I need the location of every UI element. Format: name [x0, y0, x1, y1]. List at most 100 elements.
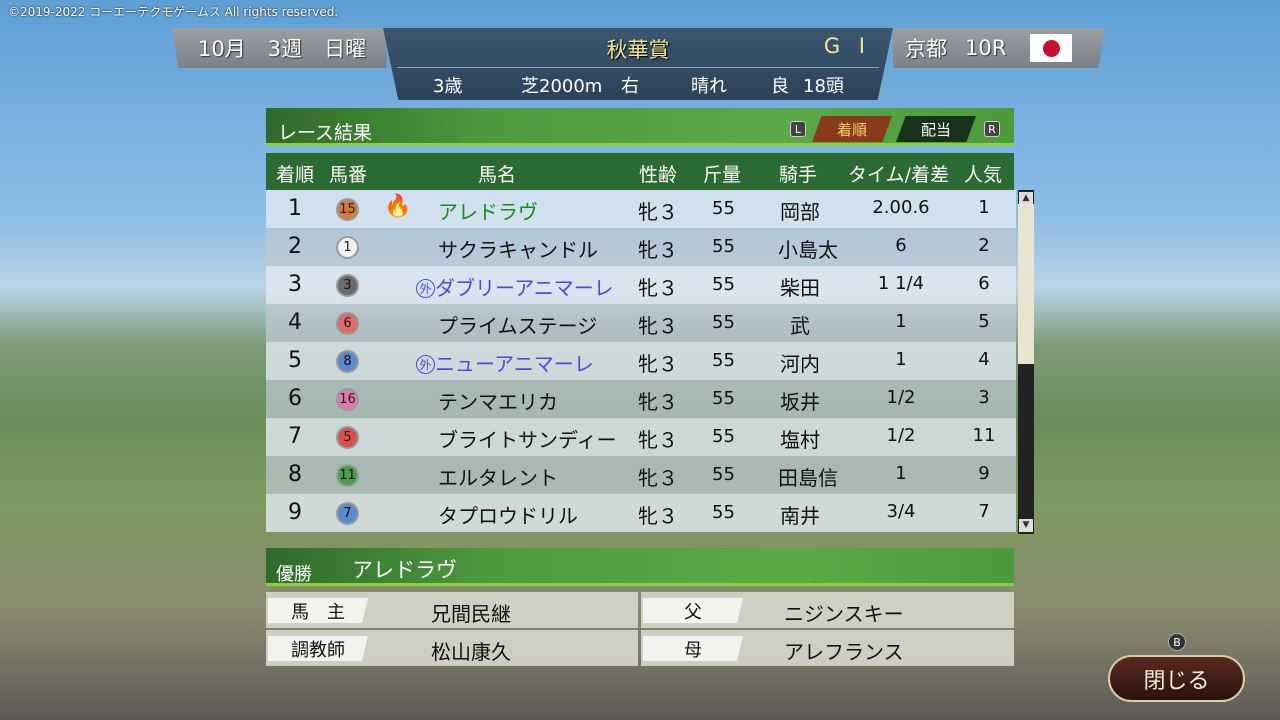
fire-icon: 🔥	[384, 194, 412, 219]
time-margin: 1/2	[886, 425, 916, 446]
table-row[interactable]: 1 15 🔥 アレドラヴ 牝３ 55 岡部 2.00.6 1	[266, 190, 1016, 228]
trainer-label: 調教師	[268, 636, 368, 661]
table-row[interactable]: 9 7 タプロウドリル 牝３ 55 南井 3/4 7	[266, 494, 1016, 532]
tab-finish-order[interactable]: 着順	[812, 116, 892, 142]
horse-name: サクラキャンドル	[438, 238, 598, 262]
weight: 55	[712, 312, 735, 333]
sire-label: 父	[643, 598, 743, 623]
time-margin: 3/4	[886, 501, 916, 522]
time-margin: 1	[895, 463, 907, 484]
sex-age: 牝３	[638, 352, 678, 376]
winner-name: アレドラヴ	[352, 558, 457, 582]
jockey: 小島太	[778, 238, 838, 262]
time-margin: 1	[895, 311, 907, 332]
scroll-up-icon[interactable]: ▲	[1019, 192, 1033, 205]
copyright: ©2019-2022 コーエーテクモゲームス All rights reserv…	[8, 5, 339, 19]
race-name: 秋華賞	[606, 38, 670, 62]
popularity: 11	[972, 425, 996, 446]
time-margin: 2.00.6	[872, 197, 930, 218]
horse-number-badge: 6	[336, 312, 359, 335]
l-key-icon: L	[790, 121, 806, 137]
weight: 55	[712, 236, 735, 257]
finish-position: 3	[288, 272, 302, 297]
col-jockey: 騎手	[779, 164, 818, 186]
foreign-mark-icon: 外	[416, 355, 435, 374]
race-grade: G I	[823, 34, 871, 58]
month: 10月	[198, 37, 246, 61]
weight: 55	[712, 464, 735, 485]
winner-label: 優勝	[276, 564, 312, 585]
jockey: 武	[790, 314, 810, 338]
popularity: 3	[978, 387, 990, 408]
tab-payout[interactable]: 配当	[896, 116, 976, 142]
sex-age: 牝３	[638, 390, 678, 414]
table-row[interactable]: 7 5 ブライトサンディー 牝３ 55 塩村 1/2 11	[266, 418, 1016, 456]
finish-position: 9	[288, 500, 302, 525]
race-surface: 芝2000m	[521, 76, 603, 97]
course: 京都	[905, 37, 947, 61]
tab-label: 着順	[836, 120, 867, 139]
popularity: 4	[978, 349, 990, 370]
jockey: 塩村	[780, 428, 820, 452]
race-direction: 右	[621, 76, 639, 97]
scroll-thumb[interactable]	[1018, 204, 1034, 364]
sex-age: 牝３	[638, 314, 678, 338]
finish-position: 5	[288, 348, 302, 373]
table-header: 着順 馬番 馬名 性齢 斤量 騎手 タイム/着差 人気	[266, 153, 1014, 190]
table-row[interactable]: 8 11 エルタレント 牝３ 55 田島信 1 9	[266, 456, 1016, 494]
sex-age: 牝３	[638, 466, 678, 490]
horse-number-badge: 15	[336, 198, 359, 221]
weight: 55	[712, 426, 735, 447]
divider	[397, 67, 879, 68]
sex-age: 牝３	[638, 200, 678, 224]
jockey: 南井	[780, 504, 820, 528]
owner-row: 馬 主 兄間民継	[266, 592, 638, 628]
jockey: 柴田	[780, 276, 820, 300]
race-info: 秋華賞 G I 3歳 芝2000m 右 晴れ 良 18頭	[383, 28, 893, 100]
horse-name: テンマエリカ	[438, 390, 558, 414]
horse-name: プライムステージ	[438, 314, 598, 338]
close-button[interactable]: 閉じる	[1108, 655, 1245, 702]
time-margin: 1 1/4	[877, 273, 925, 294]
finish-position: 1	[288, 196, 302, 221]
col-pop: 人気	[964, 164, 1003, 186]
tab-label: 配当	[920, 120, 951, 139]
table-row[interactable]: 6 16 テンマエリカ 牝３ 55 坂井 1/2 3	[266, 380, 1016, 418]
table-row[interactable]: 3 3 外ダブリーアニマーレ 牝３ 55 柴田 1 1/4 6	[266, 266, 1016, 304]
popularity: 1	[978, 197, 990, 218]
scroll-down-icon[interactable]: ▼	[1019, 519, 1033, 532]
results-header: レース結果 L 着順 配当 R	[266, 108, 1014, 146]
jockey: 田島信	[778, 466, 838, 490]
horse-number-badge: 11	[336, 464, 359, 487]
col-num: 馬番	[329, 164, 368, 186]
table-row[interactable]: 4 6 プライムステージ 牝３ 55 武 1 5	[266, 304, 1016, 342]
sex-age: 牝３	[638, 238, 678, 262]
popularity: 9	[978, 463, 990, 484]
week: 3週	[267, 37, 303, 61]
sire: ニジンスキー	[784, 602, 904, 626]
col-name: 馬名	[478, 164, 517, 186]
weight: 55	[712, 350, 735, 371]
scrollbar[interactable]: ▲ ▼	[1018, 190, 1034, 534]
time-margin: 1/2	[886, 387, 916, 408]
time-margin: 6	[895, 235, 907, 256]
owner-label: 馬 主	[268, 598, 368, 623]
race-weather: 晴れ	[691, 76, 727, 97]
popularity: 5	[978, 311, 990, 332]
table-row[interactable]: 5 8 外ニューアニマーレ 牝３ 55 河内 1 4	[266, 342, 1016, 380]
popularity: 6	[978, 273, 990, 294]
jockey: 河内	[780, 352, 820, 376]
horse-name: ブライトサンディー	[438, 428, 617, 452]
col-sexage: 性齢	[639, 164, 678, 186]
col-weight: 斤量	[703, 164, 742, 186]
horse-name: エルタレント	[438, 466, 558, 490]
dam: アレフランス	[784, 640, 904, 664]
finish-position: 6	[288, 386, 302, 411]
foreign-mark-icon: 外	[416, 279, 435, 298]
weight: 55	[712, 274, 735, 295]
r-key-icon: R	[984, 121, 1000, 137]
dam-label: 母	[643, 636, 743, 661]
table-row[interactable]: 2 1 サクラキャンドル 牝３ 55 小島太 6 2	[266, 228, 1016, 266]
horse-name: アレドラヴ	[438, 200, 538, 224]
popularity: 2	[978, 235, 990, 256]
